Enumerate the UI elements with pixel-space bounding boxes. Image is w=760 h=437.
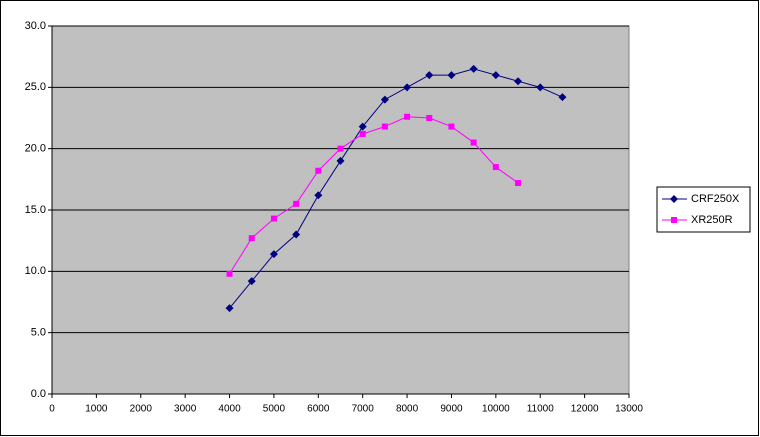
data-point (514, 77, 523, 86)
data-point (359, 130, 366, 137)
data-point (536, 83, 545, 92)
data-point (292, 230, 301, 239)
data-point (315, 167, 322, 174)
data-point (247, 277, 256, 286)
y-tick-label: 30.0 (25, 20, 46, 32)
data-point (426, 115, 433, 121)
data-point (515, 180, 522, 187)
y-tick-label: 20.0 (25, 143, 46, 155)
x-tick-label: 2000 (130, 404, 153, 415)
data-point (226, 270, 233, 277)
y-tick-label: 25.0 (25, 81, 46, 93)
data-point (336, 156, 345, 165)
data-point (270, 215, 277, 222)
x-tick-label: 0 (49, 404, 55, 415)
data-point (558, 93, 567, 102)
x-tick-label: 5000 (263, 404, 286, 415)
data-point (314, 191, 323, 200)
legend-marker (671, 217, 677, 223)
data-point (269, 250, 278, 259)
x-tick-label: 9000 (440, 404, 463, 415)
series-line (229, 68, 563, 309)
x-tick-label: 13000 (615, 404, 643, 415)
x-tick-label: 8000 (396, 404, 419, 415)
data-point (404, 113, 411, 120)
data-point (403, 83, 412, 92)
data-point (293, 200, 300, 207)
data-point (380, 95, 389, 104)
legend-label: CRF250X (691, 193, 740, 205)
data-point (447, 71, 456, 80)
x-tick-label: 6000 (307, 404, 330, 415)
data-point (491, 71, 500, 80)
legend-box (656, 186, 751, 233)
legend-marker (670, 195, 678, 203)
data-point (492, 164, 499, 171)
data-point (470, 139, 477, 146)
legend-label: XR250R (691, 214, 733, 226)
data-point (337, 145, 344, 152)
y-tick-label: 5.0 (31, 327, 46, 339)
x-tick-label: 1000 (85, 404, 108, 415)
data-point (448, 123, 455, 130)
x-tick-label: 3000 (174, 404, 197, 415)
x-tick-label: 12000 (571, 404, 599, 415)
x-tick-label: 10000 (482, 404, 510, 415)
data-point (469, 64, 478, 73)
data-point (358, 122, 367, 131)
data-point (425, 71, 434, 80)
x-tick-label: 7000 (352, 404, 375, 415)
data-point (381, 123, 388, 130)
y-tick-label: 0.0 (31, 388, 46, 400)
x-tick-label: 4000 (218, 404, 241, 415)
data-point (248, 235, 255, 242)
data-point (225, 304, 234, 313)
y-tick-label: 15.0 (25, 204, 46, 216)
x-tick-label: 11000 (527, 404, 555, 415)
y-tick-label: 10.0 (25, 265, 46, 277)
series-line (229, 116, 519, 275)
